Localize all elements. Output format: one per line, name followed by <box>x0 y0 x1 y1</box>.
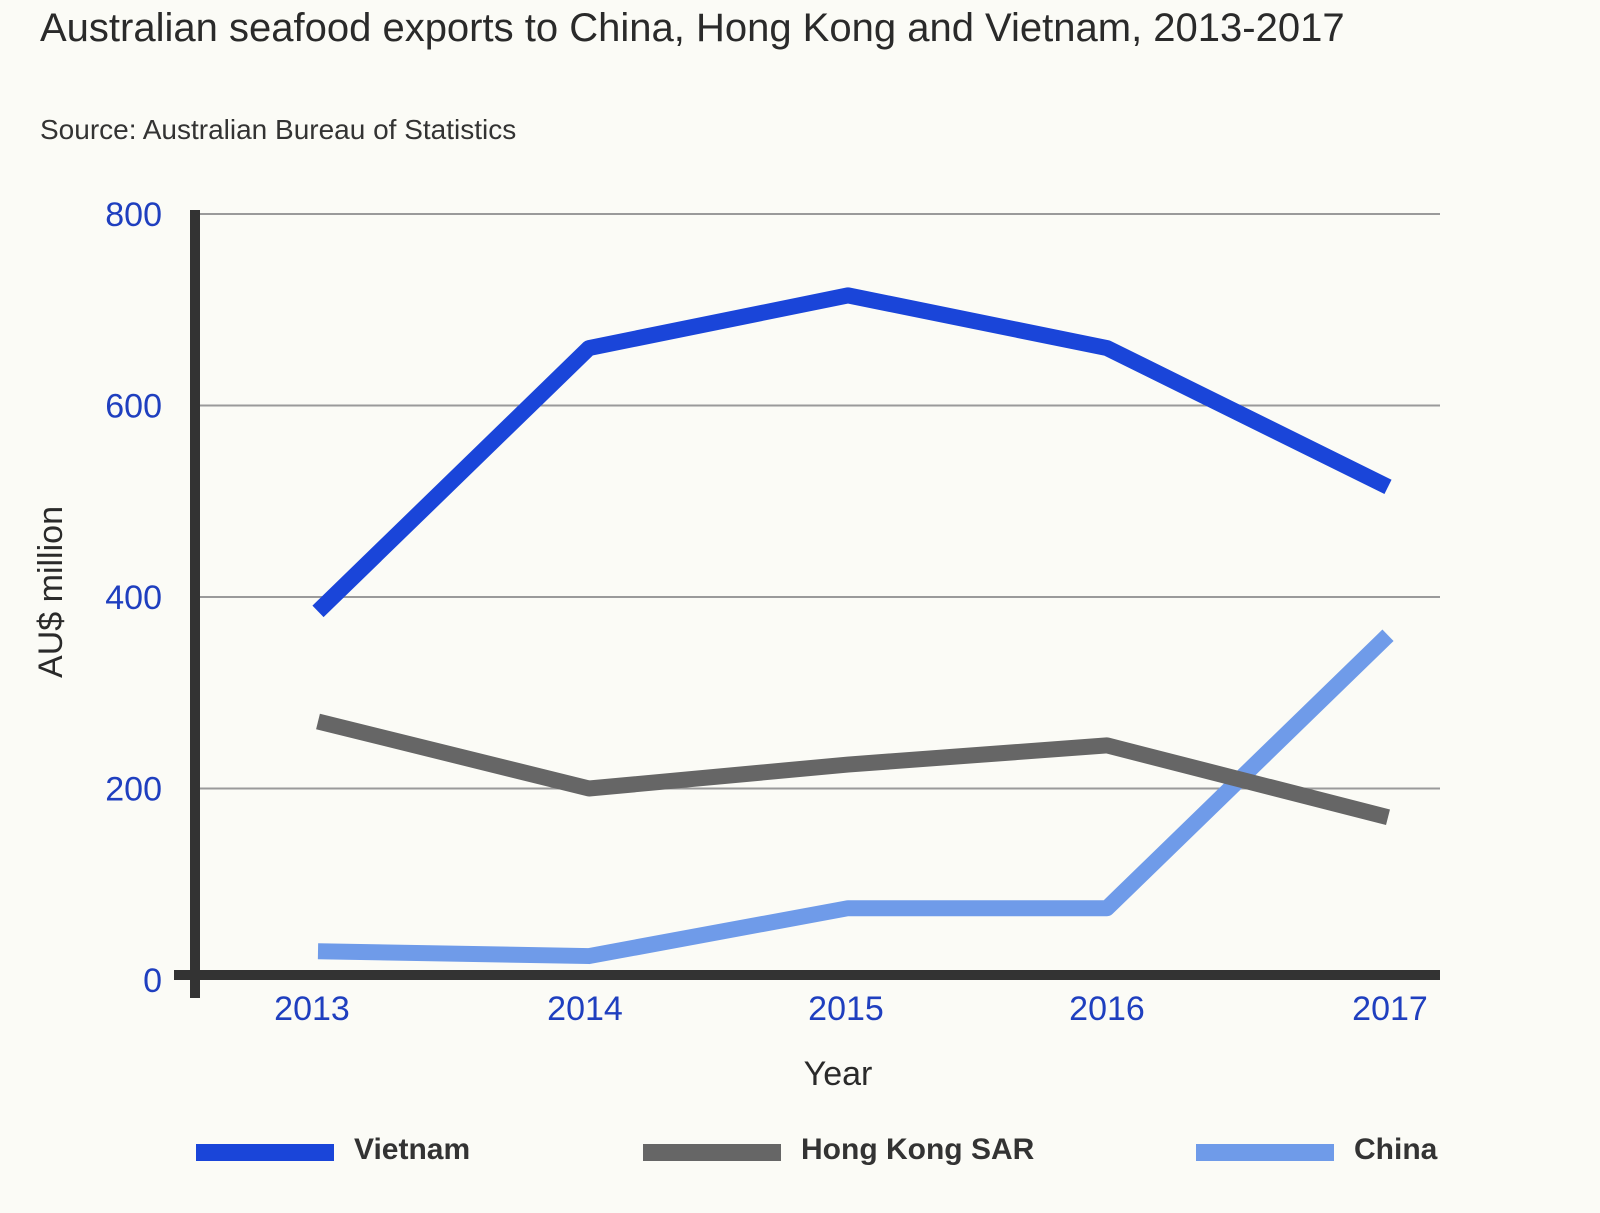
x-tick-label: 2017 <box>1352 990 1428 1028</box>
x-tick-label: 2015 <box>808 990 884 1028</box>
y-axis-label: AU$ million <box>32 506 70 678</box>
chart-subtitle: Source: Australian Bureau of Statistics <box>40 114 517 145</box>
x-tick-label: 2016 <box>1069 990 1145 1028</box>
y-tick-label: 0 <box>143 962 162 1000</box>
x-axis-label: Year <box>804 1055 873 1093</box>
y-tick-label: 200 <box>105 771 162 809</box>
x-tick-label: 2013 <box>274 990 350 1028</box>
legend-swatch <box>196 1144 334 1161</box>
legend-label: China <box>1354 1133 1438 1166</box>
y-tick-label: 400 <box>105 579 162 617</box>
x-tick-label: 2014 <box>547 990 623 1028</box>
legend-swatch <box>643 1144 781 1161</box>
series-line-vietnam <box>312 287 1392 618</box>
legend-label: Vietnam <box>354 1133 470 1166</box>
series-line-hong-kong-sar <box>316 713 1390 825</box>
legend-label: Hong Kong SAR <box>801 1133 1035 1166</box>
series-line-china <box>317 629 1394 965</box>
chart-title: Australian seafood exports to China, Hon… <box>40 6 1345 50</box>
y-tick-label: 600 <box>105 388 162 426</box>
y-tick-label: 800 <box>105 196 162 234</box>
legend-swatch <box>1196 1144 1334 1161</box>
